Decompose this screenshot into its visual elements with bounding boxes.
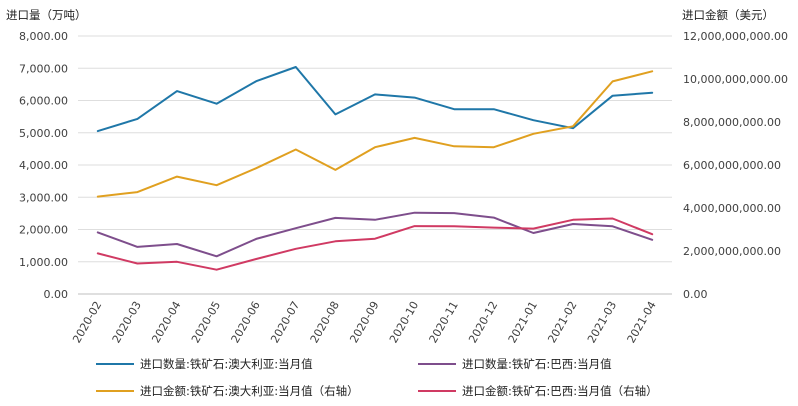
x-tick-label: 2020-12: [466, 299, 500, 345]
series-line-0: [96, 66, 654, 133]
left-tick-label: 1,000.00: [19, 256, 68, 269]
x-tick-label: 2020-10: [387, 299, 421, 345]
x-tick-label: 2020-03: [110, 299, 144, 345]
left-tick-label: 3,000.00: [19, 191, 68, 204]
legend: 进口数量:铁矿石:澳大利亚:当月值 进口数量:铁矿石:巴西:当月值进口金额:铁矿石…: [96, 357, 658, 398]
x-tick-label: 2020-08: [308, 299, 342, 345]
legend-label: 进口金额:铁矿石:巴西:当月值（右轴）: [462, 384, 658, 398]
series-line-2: [96, 70, 654, 198]
right-tick-label: 6,000,000,000.00: [683, 159, 781, 172]
right-tick-label: 10,000,000,000.00: [683, 73, 788, 86]
x-tick-label: 2020-09: [347, 299, 381, 345]
left-tick-label: 5,000.00: [19, 127, 68, 140]
x-tick-label: 2020-11: [427, 299, 461, 345]
series-line-1: [96, 211, 654, 258]
legend-label: 进口数量:铁矿石:巴西:当月值: [462, 357, 612, 371]
right-axis-title: 进口金额（美元）: [682, 8, 774, 22]
x-tick-label: 2020-04: [149, 299, 183, 345]
left-axis-title: 进口量（万吨）: [6, 8, 87, 22]
right-tick-label: 12,000,000,000.00: [683, 30, 788, 43]
x-tick-label: 2020-07: [268, 299, 302, 345]
right-tick-label: 0.00: [683, 288, 708, 301]
left-tick-label: 0.00: [44, 288, 69, 301]
grid-lines: [78, 35, 672, 295]
left-tick-label: 4,000.00: [19, 159, 68, 172]
series-lines: [96, 66, 654, 271]
legend-label: 进口数量:铁矿石:澳大利亚:当月值: [140, 357, 313, 371]
right-axis: 0.00 2,000,000,000.00 4,000,000,000.00 6,00…: [683, 30, 788, 301]
right-tick-label: 8,000,000,000.00: [683, 116, 781, 129]
legend-label: 进口金额:铁矿石:澳大利亚:当月值（右轴）: [140, 384, 359, 398]
left-tick-label: 2,000.00: [19, 224, 68, 237]
left-tick-label: 7,000.00: [19, 62, 68, 75]
x-tick-label: 2021-01: [506, 299, 540, 345]
x-tick-label: 2020-05: [189, 299, 223, 345]
x-tick-label: 2020-06: [229, 299, 263, 345]
left-tick-label: 8,000.00: [19, 30, 68, 43]
series-line-3: [96, 217, 654, 271]
x-tick-label: 2020-02: [70, 299, 104, 345]
right-tick-label: 2,000,000,000.00: [683, 245, 781, 258]
left-axis: 0.00 1,000.00 2,000.00 3,000.00 4,000.00 5,00…: [19, 30, 68, 301]
left-tick-label: 6,000.00: [19, 95, 68, 108]
x-tick-label: 2021-02: [545, 299, 579, 345]
x-axis: 2020-02 2020-03 2020-04 2020-05 2020-06 2020-…: [70, 299, 659, 345]
right-tick-label: 4,000,000,000.00: [683, 202, 781, 215]
x-tick-label: 2021-04: [625, 299, 659, 345]
x-tick-label: 2021-03: [585, 299, 619, 345]
